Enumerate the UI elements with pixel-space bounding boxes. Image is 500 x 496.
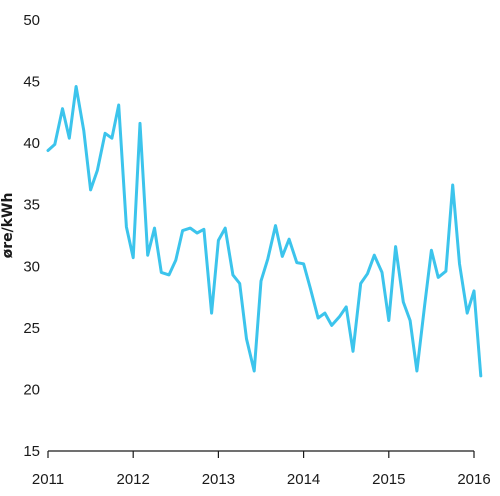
x-axis: 2011 2012 2013 2014 2015 2016 (32, 450, 491, 488)
x-tick-label: 2012 (117, 471, 150, 488)
series-layer (46, 85, 483, 378)
y-tick-label: 30 (23, 258, 40, 275)
x-tick-label: 2016 (457, 471, 490, 488)
x-tick-label: 2014 (287, 471, 320, 488)
y-tick-label: 40 (23, 135, 40, 152)
y-tick-label: 35 (23, 197, 40, 214)
x-tick-label: 2011 (32, 471, 64, 488)
y-tick-label: 15 (23, 443, 40, 460)
y-tick-label: 50 (23, 12, 40, 29)
x-tick-label: 2013 (202, 471, 235, 488)
y-axis-label: øre/kWh (0, 193, 16, 259)
y-tick-label: 45 (23, 74, 40, 91)
y-tick-label: 25 (23, 320, 40, 337)
x-tick-label: 2015 (372, 471, 405, 488)
y-tick-label: 20 (23, 381, 40, 398)
series-line (46, 85, 483, 378)
y-axis-ticks: 15 20 25 30 35 40 45 50 (23, 12, 40, 460)
